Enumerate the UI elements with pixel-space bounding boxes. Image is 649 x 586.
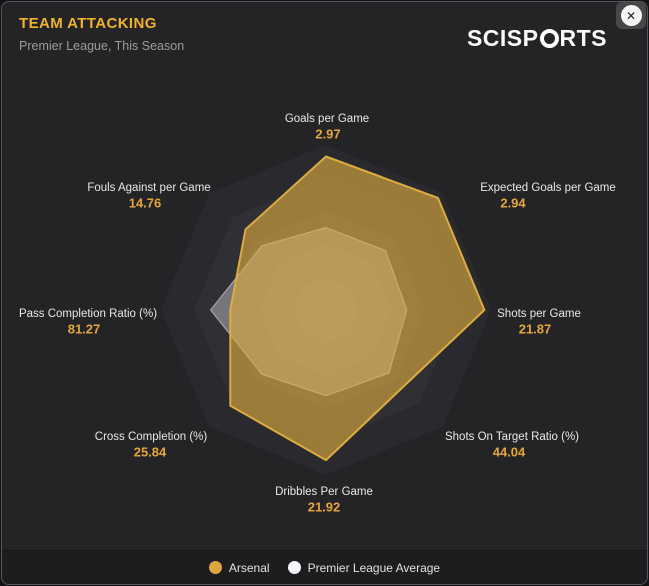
close-icon: ✕: [625, 8, 637, 23]
legend-label-arsenal: Arsenal: [228, 560, 270, 575]
scisports-logo-right: RTS: [559, 25, 607, 51]
axis-value-4: 21.92: [307, 499, 341, 515]
scisports-logo: SCISP RTS: [467, 25, 607, 52]
axis-label-3: Shots On Target Ratio (%): [444, 431, 580, 443]
axis-value-3: 44.04: [492, 444, 526, 460]
axis-value-5: 25.84: [133, 444, 167, 460]
page-subtitle: Premier League, This Season: [19, 39, 185, 53]
axis-value-6: 81.27: [67, 321, 101, 337]
scisports-logo-left: SCISP: [466, 25, 539, 51]
legend-item-league-average: Premier League Average: [287, 560, 441, 575]
league-average-series-dot: [287, 561, 301, 574]
axis-label-0: Goals per Game: [284, 113, 370, 125]
axis-label-6: Pass Completion Ratio (%): [18, 308, 158, 320]
legend-item-arsenal: Arsenal: [208, 560, 270, 575]
scisports-o-icon: [539, 29, 559, 48]
close-button-backdrop: ✕: [616, 2, 646, 29]
close-button[interactable]: ✕: [620, 5, 642, 26]
axis-value-7: 14.76: [128, 195, 162, 211]
legend-label-league-average: Premier League Average: [307, 560, 441, 575]
legend: Arsenal Premier League Average: [2, 550, 647, 584]
axis-label-1: Expected Goals per Game: [480, 182, 616, 194]
axis-value-1: 2.94: [500, 195, 526, 211]
arsenal-series-dot: [208, 561, 222, 574]
axis-label-5: Cross Completion (%): [94, 431, 208, 443]
axis-value-0: 2.97: [315, 126, 341, 142]
page-title: TEAM ATTACKING: [19, 15, 157, 32]
axis-label-7: Fouls Against per Game: [87, 182, 211, 194]
axis-value-2: 21.87: [518, 321, 552, 337]
axis-label-2: Shots per Game: [497, 308, 581, 320]
axis-label-4: Dribbles Per Game: [275, 486, 373, 498]
arsenal-polygon: [229, 155, 486, 462]
panel-header: TEAM ATTACKING Premier League, This Seas…: [19, 15, 184, 53]
